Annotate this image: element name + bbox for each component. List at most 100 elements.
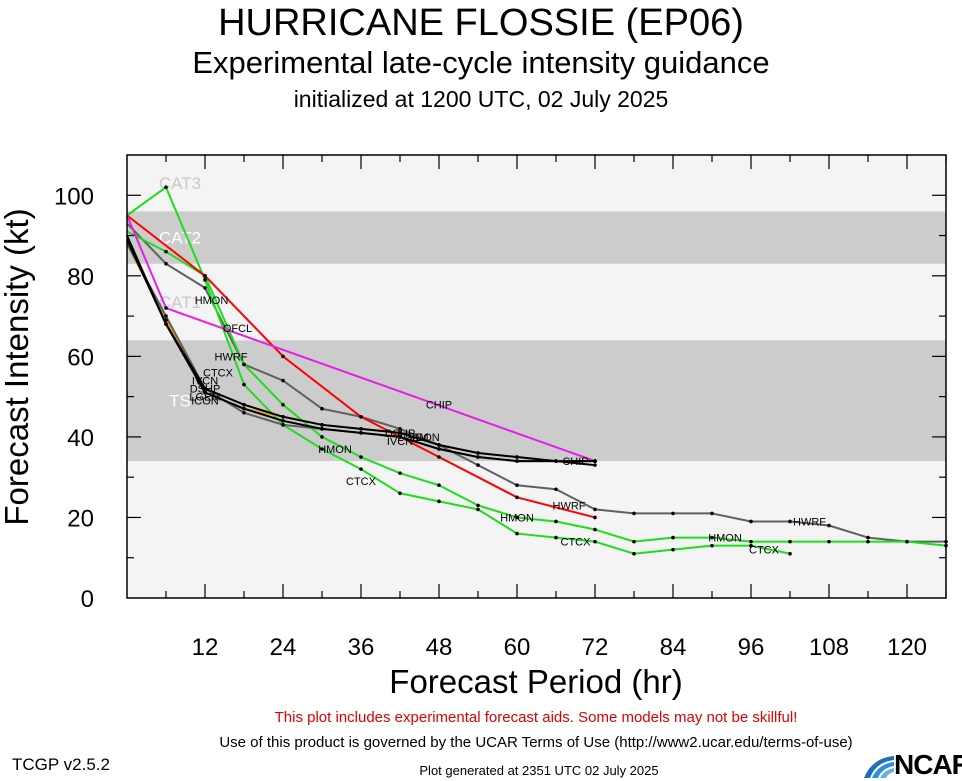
point-icon [203,390,207,395]
point-ctcx [632,551,636,556]
point-icon [515,459,519,463]
point-hmon [476,503,480,508]
point-icon [164,322,168,326]
y-tick-label: 40 [67,425,94,452]
category-labels: TS CAT1 CAT2 CAT3 [159,174,201,410]
point-ctcx [476,507,480,512]
series-label-ofcl: OFCL [223,323,252,335]
point-ivcn [476,451,480,455]
initialization-time: initialized at 1200 UTC, 02 July 2025 [293,86,669,112]
point-ctcx [437,499,441,504]
point-ivcn [203,386,207,391]
point-hmon [320,435,324,439]
point-lgem [281,423,285,427]
point-icon [359,431,363,435]
point-hmon [515,515,519,520]
point-hmon [242,362,246,367]
point-hwrf [203,286,207,290]
point-hwrf [515,483,519,488]
band-cat1 [127,263,946,341]
point-ivcn [281,414,285,419]
point-ctcx [242,382,246,387]
chart-title: HURRICANE FLOSSIE (EP06) [218,2,744,44]
plot-frame [126,154,947,599]
series-label-ctcx: CTCX [749,545,780,557]
x-tick-label: 96 [738,634,765,661]
series-label-hwrf: HWRF [793,516,826,528]
axis-tick-labels: 12 24 36 48 60 72 84 96 108 120 0 20 40 60 80 100 [54,183,927,661]
series-label-ctcx: CTCX [561,537,592,549]
point-icon [554,459,558,463]
point-hmon [710,535,714,540]
ncar-logo-text: NCAR [894,749,962,780]
series-line-ctcx [126,186,791,555]
series-label-dshp: DSHP [385,428,416,440]
point-hwrf [827,523,831,528]
series-label-ctcx: CTCX [346,476,377,488]
generated-timestamp: Plot generated at 2351 UTC 02 July 2025 [419,763,659,778]
x-tick-label: 72 [582,634,609,661]
point-hwrf [749,519,753,524]
ncar-logo-icon [864,756,894,778]
chart-subtitle: Experimental late-cycle intensity guidan… [192,45,770,80]
point-icon [242,406,246,411]
series-label-lgem: LGEM [189,392,220,404]
point-hwrf [593,507,597,512]
point-hmon [827,539,831,544]
series-label-ivcn: IVCN [192,376,218,388]
series-label-hmon: HMON [195,295,229,307]
point-ofcl [359,414,363,419]
point-hwrf [788,519,792,524]
series-label-hmon: HMON [708,533,742,545]
point-ctcx [515,531,519,536]
series-label-hmon: HMON [500,512,534,524]
point-ctcx [554,535,558,540]
x-tick-label: 48 [426,634,453,661]
point-hwrf [164,261,168,266]
point-ivcn [398,431,402,435]
x-tick-label: 84 [660,634,687,661]
series-line-hwrf [126,222,946,543]
point-icon [320,427,324,431]
point-ivcn [359,427,363,431]
point-chip [164,306,168,310]
point-ctcx [398,491,402,496]
series-label-icon: ICON [412,432,440,444]
series-label-icon: ICON [191,396,219,408]
point-icon [437,447,441,451]
point-lgem [164,314,168,318]
axis-ticks [127,155,947,598]
y-tick-label: 0 [81,586,94,613]
x-tick-label: 24 [270,634,297,661]
point-hwrf [320,406,324,411]
series-label-chip: CHIP [426,400,452,412]
point-hmon [554,519,558,524]
y-axis-label: Forecast Intensity (kt) [0,208,35,525]
point-ctcx [749,543,753,548]
point-ivcn [242,402,246,407]
terms-of-use: Use of this product is governed by the U… [219,734,853,751]
point-icon [476,455,480,459]
point-hwrf [866,535,870,540]
point-ctcx [359,467,363,471]
point-hmon [632,539,636,544]
point-hwrf [632,511,636,516]
band-label-cat2: CAT2 [159,229,201,248]
point-ctcx [203,278,207,282]
point-hmon [164,249,168,254]
point-ctcx [710,543,714,548]
ncar-logo[interactable]: NCAR [862,749,962,780]
x-tick-label: 36 [348,634,375,661]
point-ofcl [515,495,519,500]
y-tick-label: 60 [67,344,94,371]
model-labels: HWRF HWRF HWRF HMON HMON HMON HMON CTCX CTCX CTCX… [189,295,826,557]
series-label-hwrf: HWRF [553,500,586,512]
band-cat2 [127,211,946,264]
point-hwrf [398,427,402,431]
series-label-ctcx: CTCX [203,367,234,379]
x-tick-label: 12 [192,634,219,661]
point-dshp [164,318,168,322]
x-axis-label: Forecast Period (hr) [389,663,682,700]
point-hmon [359,455,363,459]
series-line-hmon [126,230,947,547]
